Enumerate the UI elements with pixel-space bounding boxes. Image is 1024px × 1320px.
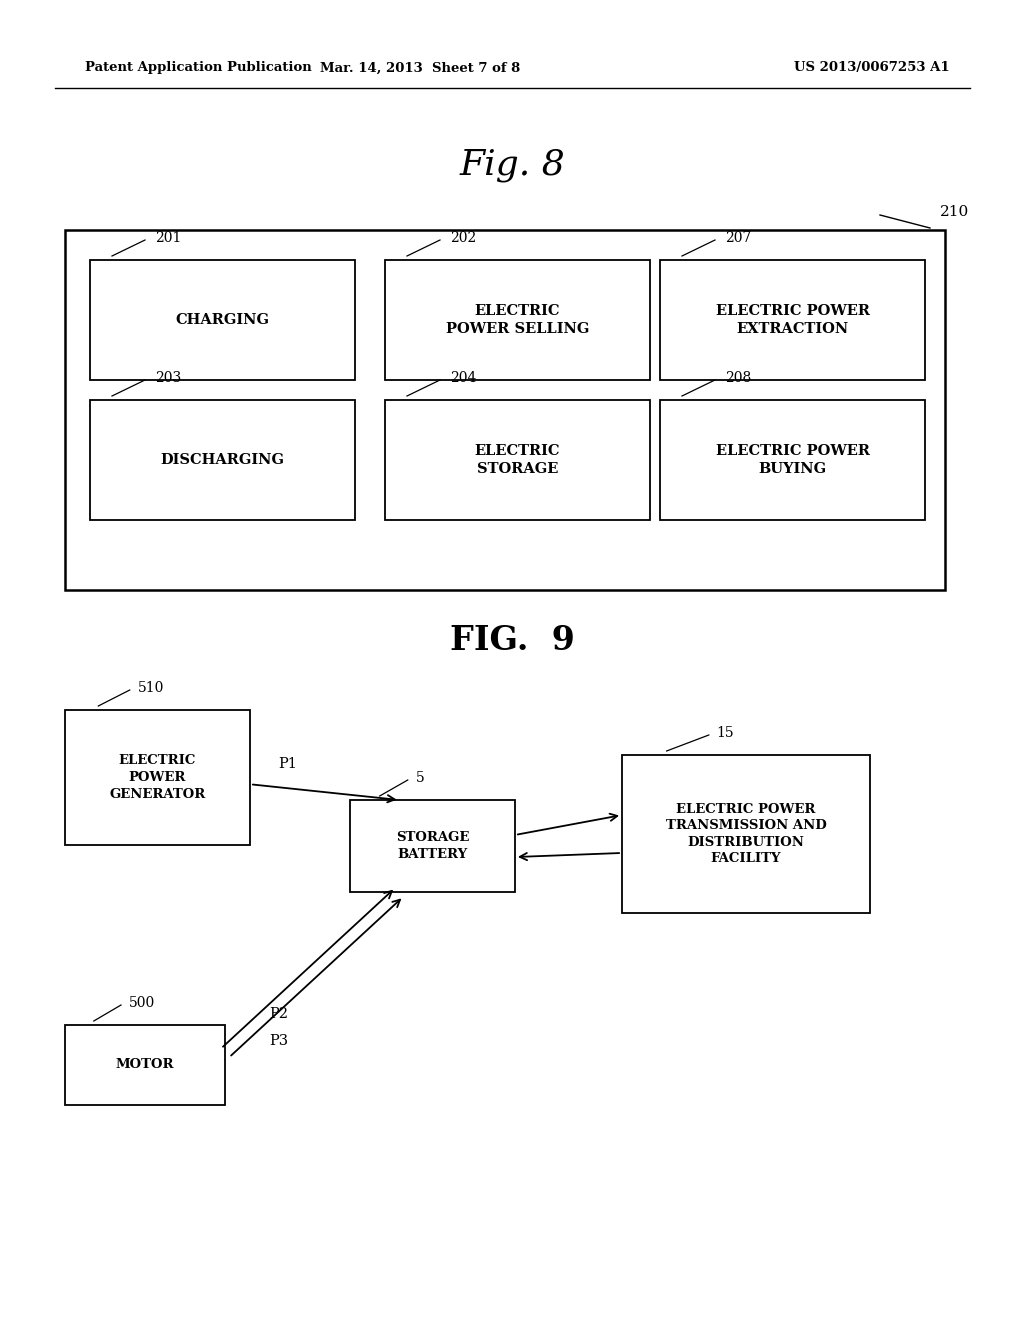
Text: 210: 210 bbox=[940, 205, 970, 219]
Text: MOTOR: MOTOR bbox=[116, 1059, 174, 1072]
Text: ELECTRIC POWER
EXTRACTION: ELECTRIC POWER EXTRACTION bbox=[716, 304, 869, 337]
Text: Fig. 8: Fig. 8 bbox=[459, 148, 565, 182]
Text: DISCHARGING: DISCHARGING bbox=[161, 453, 285, 467]
Bar bbox=[385, 260, 650, 380]
Bar bbox=[65, 1026, 225, 1105]
Text: ELECTRIC
POWER SELLING: ELECTRIC POWER SELLING bbox=[445, 304, 589, 337]
Bar bbox=[660, 260, 925, 380]
Text: STORAGE
BATTERY: STORAGE BATTERY bbox=[396, 832, 469, 861]
Text: Patent Application Publication: Patent Application Publication bbox=[85, 62, 311, 74]
Bar bbox=[385, 400, 650, 520]
Bar bbox=[65, 710, 250, 845]
Text: P2: P2 bbox=[269, 1007, 288, 1020]
Text: 201: 201 bbox=[155, 231, 181, 246]
Text: 204: 204 bbox=[450, 371, 476, 385]
Text: 5: 5 bbox=[416, 771, 425, 785]
Text: P1: P1 bbox=[278, 758, 297, 771]
Text: ELECTRIC
STORAGE: ELECTRIC STORAGE bbox=[475, 444, 560, 477]
Text: 500: 500 bbox=[129, 997, 156, 1010]
Text: ELECTRIC
POWER
GENERATOR: ELECTRIC POWER GENERATOR bbox=[110, 755, 206, 800]
Text: 208: 208 bbox=[725, 371, 752, 385]
Text: 202: 202 bbox=[450, 231, 476, 246]
Text: 15: 15 bbox=[717, 726, 734, 741]
Bar bbox=[65, 230, 945, 590]
Bar bbox=[622, 755, 870, 913]
Text: P3: P3 bbox=[269, 1034, 289, 1048]
Text: ELECTRIC POWER
BUYING: ELECTRIC POWER BUYING bbox=[716, 444, 869, 477]
Text: ELECTRIC POWER
TRANSMISSION AND
DISTRIBUTION
FACILITY: ELECTRIC POWER TRANSMISSION AND DISTRIBU… bbox=[666, 803, 826, 865]
Text: FIG.  9: FIG. 9 bbox=[450, 623, 574, 656]
Bar bbox=[350, 800, 515, 892]
Bar bbox=[90, 260, 355, 380]
Text: US 2013/0067253 A1: US 2013/0067253 A1 bbox=[795, 62, 950, 74]
Bar bbox=[660, 400, 925, 520]
Text: 510: 510 bbox=[138, 681, 164, 696]
Text: 207: 207 bbox=[725, 231, 752, 246]
Text: 203: 203 bbox=[155, 371, 181, 385]
Bar bbox=[90, 400, 355, 520]
Text: Mar. 14, 2013  Sheet 7 of 8: Mar. 14, 2013 Sheet 7 of 8 bbox=[319, 62, 520, 74]
Text: CHARGING: CHARGING bbox=[175, 313, 269, 327]
